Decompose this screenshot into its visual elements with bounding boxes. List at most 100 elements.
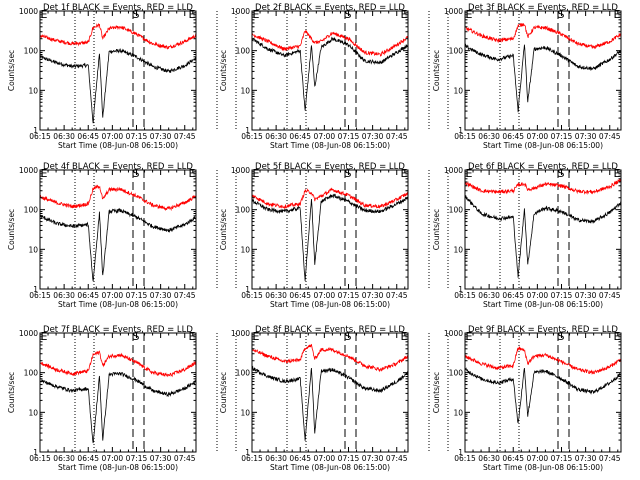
- x-axis-label: Start Time (08-Jun-08 06:15:00): [270, 141, 390, 150]
- x-tick-label: 07:30: [575, 132, 597, 141]
- x-axis-label: Start Time (08-Jun-08 06:15:00): [483, 300, 603, 309]
- plot-frame: [251, 169, 409, 290]
- y-tick-label: 100: [449, 47, 464, 56]
- x-tick-label: 06:30: [53, 291, 75, 300]
- y-tick-label: 10: [453, 408, 463, 417]
- x-tick-label: 06:15: [454, 132, 476, 141]
- x-tick-label: 06:15: [29, 454, 51, 463]
- y-tick-label: 1000: [19, 166, 38, 175]
- x-tick-label: 07:15: [551, 454, 573, 463]
- y-tick-label: 1: [33, 285, 38, 294]
- chart-panel: Det 2f BLACK = Events, RED = LLDESE11010…: [219, 3, 449, 150]
- x-tick-label: 06:45: [77, 454, 99, 463]
- x-tick-label: 07:45: [174, 291, 196, 300]
- plot-frame: [39, 169, 197, 290]
- plot-frame: [39, 10, 197, 131]
- x-tick-label: 06:15: [241, 132, 263, 141]
- x-tick-label: 07:30: [150, 454, 172, 463]
- x-tick-label: 07:15: [338, 454, 360, 463]
- marker-label: E: [189, 167, 196, 180]
- marker-label: E: [466, 330, 473, 343]
- x-tick-label: 07:15: [126, 454, 148, 463]
- y-tick-label: 10: [240, 408, 250, 417]
- x-tick-label: 07:30: [150, 132, 172, 141]
- lld-series-line: [251, 343, 409, 373]
- plot-frame: [464, 10, 622, 131]
- marker-label: E: [614, 167, 621, 180]
- events-series-line: [251, 36, 409, 111]
- lld-series-line: [39, 22, 197, 50]
- y-tick-label: 1: [458, 285, 463, 294]
- plot-frame: [464, 332, 622, 453]
- y-axis-label: Counts/sec: [432, 50, 441, 91]
- x-tick-label: 07:00: [527, 454, 549, 463]
- chart-title: Det 5f BLACK = Events, RED = LLD: [255, 162, 405, 172]
- y-tick-label: 1: [33, 448, 38, 457]
- x-tick-label: 06:15: [241, 291, 263, 300]
- x-tick-label: 06:30: [53, 132, 75, 141]
- lld-series-line: [464, 179, 622, 195]
- y-tick-label: 10: [28, 86, 38, 95]
- chart-title: Det 4f BLACK = Events, RED = LLD: [43, 162, 193, 172]
- marker-label: E: [466, 167, 473, 180]
- x-tick-label: 07:00: [527, 291, 549, 300]
- events-series-line: [39, 48, 197, 124]
- x-tick-label: 06:45: [502, 132, 524, 141]
- x-tick-label: 07:30: [362, 291, 384, 300]
- y-tick-label: 100: [236, 47, 251, 56]
- x-tick-label: 07:15: [551, 291, 573, 300]
- x-tick-label: 07:30: [362, 132, 384, 141]
- y-tick-label: 1000: [19, 329, 38, 338]
- chart-title: Det 8f BLACK = Events, RED = LLD: [255, 325, 405, 335]
- x-tick-label: 06:30: [478, 454, 500, 463]
- y-axis-label: Counts/sec: [219, 209, 228, 250]
- marker-label: E: [41, 167, 48, 180]
- marker-label: E: [466, 8, 473, 21]
- events-series-line: [464, 367, 622, 424]
- y-tick-label: 1: [245, 285, 250, 294]
- x-axis-label: Start Time (08-Jun-08 06:15:00): [270, 463, 390, 472]
- lld-series-line: [464, 346, 622, 375]
- x-tick-label: 06:45: [502, 454, 524, 463]
- y-tick-label: 100: [24, 206, 39, 215]
- y-tick-label: 10: [453, 86, 463, 95]
- y-axis-label: Counts/sec: [7, 372, 16, 413]
- y-tick-label: 1000: [444, 166, 463, 175]
- y-tick-label: 1: [458, 448, 463, 457]
- chart-panel: Det 4f BLACK = Events, RED = LLDESE11010…: [7, 162, 237, 309]
- marker-label: E: [189, 330, 196, 343]
- x-tick-label: 07:15: [126, 132, 148, 141]
- x-tick-label: 06:15: [29, 132, 51, 141]
- chart-title: Det 1f BLACK = Events, RED = LLD: [43, 3, 193, 13]
- x-axis-label: Start Time (08-Jun-08 06:15:00): [483, 463, 603, 472]
- y-tick-label: 1: [33, 126, 38, 135]
- x-tick-label: 07:45: [386, 454, 408, 463]
- x-tick-label: 07:30: [150, 291, 172, 300]
- lld-series-line: [464, 23, 622, 50]
- y-axis-label: Counts/sec: [219, 50, 228, 91]
- events-series-line: [251, 193, 409, 282]
- y-tick-label: 100: [236, 369, 251, 378]
- x-axis-label: Start Time (08-Jun-08 06:15:00): [58, 141, 178, 150]
- chart-panel: Det 9f BLACK = Events, RED = LLDESE11010…: [432, 325, 622, 472]
- x-tick-label: 06:30: [265, 291, 287, 300]
- x-axis-label: Start Time (08-Jun-08 06:15:00): [483, 141, 603, 150]
- chart-title: Det 6f BLACK = Events, RED = LLD: [468, 162, 618, 172]
- marker-label: E: [253, 330, 260, 343]
- y-tick-label: 100: [449, 369, 464, 378]
- y-tick-label: 1000: [444, 329, 463, 338]
- y-tick-label: 1000: [231, 329, 250, 338]
- x-tick-label: 07:45: [599, 132, 621, 141]
- x-axis-label: Start Time (08-Jun-08 06:15:00): [270, 300, 390, 309]
- events-series-line: [251, 365, 409, 441]
- plot-frame: [251, 332, 409, 453]
- y-axis-label: Counts/sec: [219, 372, 228, 413]
- x-tick-label: 07:00: [102, 454, 124, 463]
- chart-panel: Det 5f BLACK = Events, RED = LLDESE11010…: [219, 162, 449, 309]
- lld-series-line: [39, 184, 197, 212]
- marker-label: E: [253, 8, 260, 21]
- y-tick-label: 1: [458, 126, 463, 135]
- y-tick-label: 1000: [231, 166, 250, 175]
- x-tick-label: 07:45: [174, 454, 196, 463]
